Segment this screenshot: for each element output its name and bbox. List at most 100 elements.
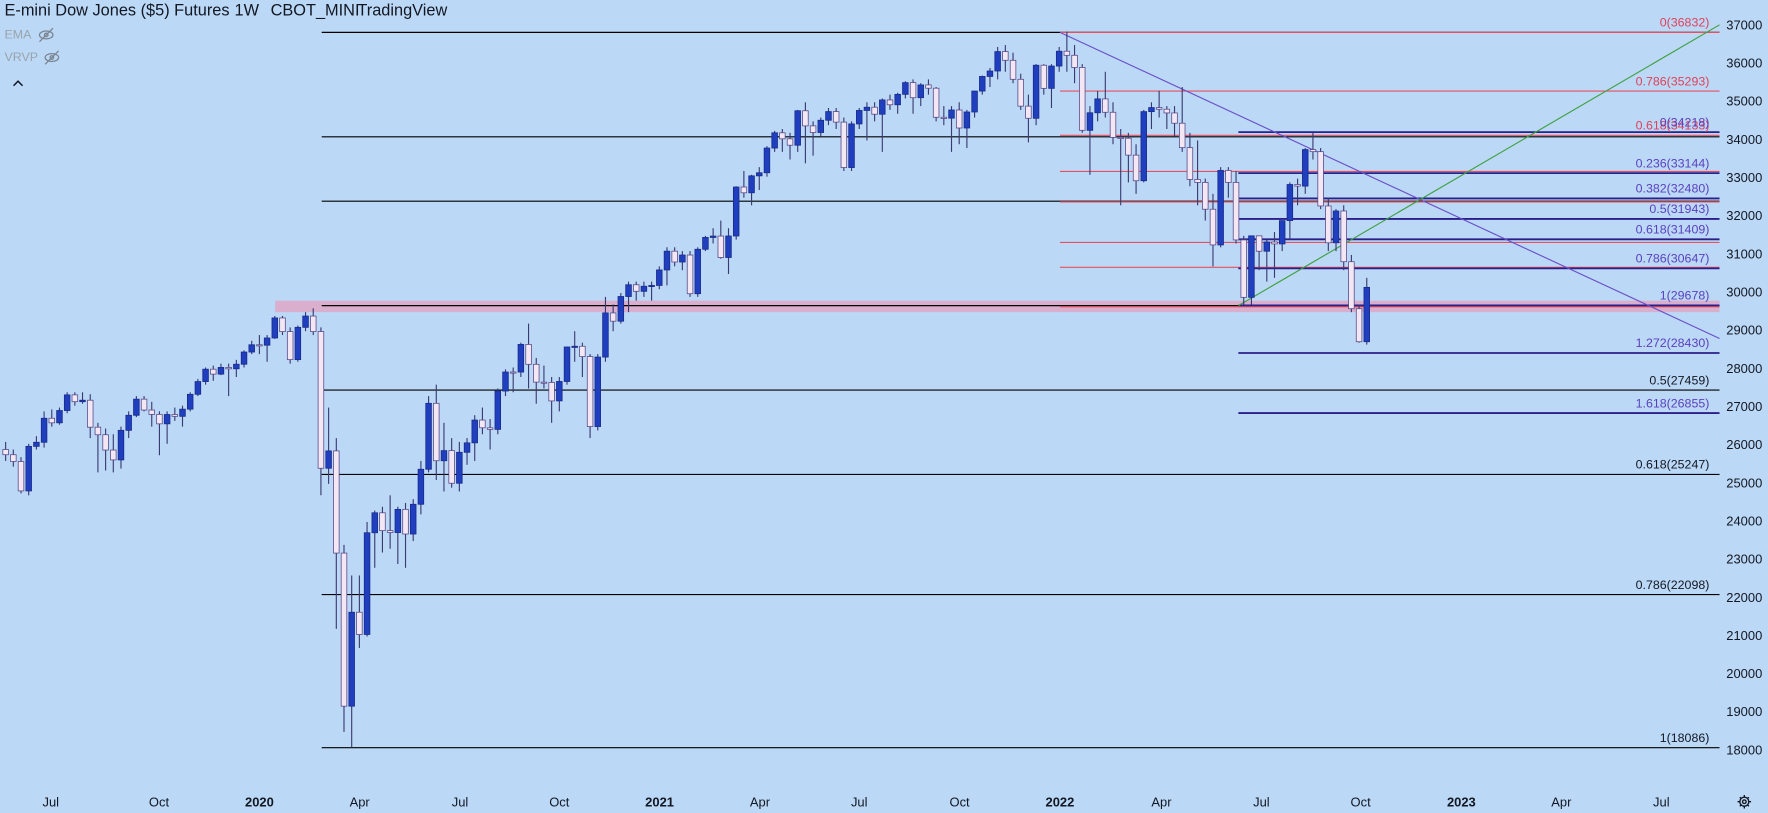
candle-body (740, 186, 748, 194)
indicator-label[interactable]: EMA (5, 27, 33, 41)
candle-body (586, 356, 594, 427)
candle-body (286, 331, 294, 361)
candle-body (1109, 111, 1117, 138)
candle-body (210, 368, 217, 375)
candle-body (1025, 105, 1032, 119)
candle-body (279, 317, 286, 333)
indicator-label[interactable]: VRVP (5, 50, 39, 64)
candle-body (317, 331, 325, 469)
candle-body (2, 449, 9, 456)
candle-body (348, 611, 355, 707)
candle-body (1002, 51, 1009, 61)
candle-body (602, 312, 609, 358)
candle-body (371, 512, 378, 534)
candle-body (986, 70, 994, 77)
candle-body (802, 110, 809, 127)
candle-body (479, 419, 486, 429)
candle-body (1309, 149, 1317, 153)
fib-level-label: 0.382(32480) (1636, 182, 1710, 196)
x-tick-label: Oct (149, 794, 170, 809)
trend-line (1059, 31, 1720, 339)
candle-body (1325, 205, 1332, 244)
candle-body (794, 110, 801, 146)
candle-body (394, 508, 402, 533)
candle-body (533, 363, 540, 383)
candle-body (917, 84, 924, 99)
candle-body (894, 93, 901, 106)
x-tick-label: Apr (1151, 794, 1172, 809)
candle-body (486, 427, 494, 430)
candle-body (1348, 261, 1355, 310)
candle-body (1248, 235, 1255, 298)
x-tick-label: 2023 (1447, 794, 1476, 809)
candle-body (433, 402, 440, 462)
candle-body (194, 381, 202, 395)
x-tick-label: 2022 (1046, 794, 1075, 809)
fib-level-label: 0.236(33144) (1636, 156, 1710, 170)
fib-level-label: 0.786(35293) (1636, 74, 1710, 88)
candle-body (879, 99, 886, 115)
candle-body (517, 344, 525, 373)
candle-body (1217, 170, 1224, 246)
x-tick-label: 2020 (245, 794, 274, 809)
candle-body (571, 345, 578, 348)
candle-body (594, 356, 601, 427)
candle-body (825, 111, 832, 121)
candle-body (133, 398, 140, 416)
candle-body (725, 235, 732, 258)
y-tick-label: 35000 (1726, 94, 1762, 109)
candle-body (217, 367, 225, 375)
candle-body (102, 434, 109, 451)
candle-body (417, 468, 425, 505)
candle-body (779, 132, 786, 140)
hide-icon[interactable] (38, 27, 54, 43)
candle-body (171, 414, 179, 417)
candle-body (1278, 220, 1286, 245)
candle-body (625, 284, 632, 297)
candle-body (1117, 137, 1124, 139)
candle-body (563, 346, 571, 382)
fib-level-label: 0.618(34133) (1636, 119, 1710, 133)
fib-level-label: 1.618(26855) (1636, 396, 1710, 410)
y-tick-label: 21000 (1726, 628, 1762, 643)
candle-body (471, 419, 478, 444)
candle-body (271, 317, 279, 339)
candle-body (1355, 308, 1363, 343)
candle-body (1286, 184, 1294, 222)
candle-body (763, 147, 771, 174)
candle-body (456, 451, 463, 484)
candle-body (17, 461, 25, 492)
candle-body (1340, 210, 1347, 263)
candle-body (633, 284, 640, 292)
candle-body (356, 611, 363, 635)
x-tick-label: Apr (750, 794, 771, 809)
candle-body (556, 381, 563, 402)
candle-body (1079, 67, 1086, 131)
candle-body (386, 530, 394, 533)
y-tick-label: 31000 (1726, 246, 1762, 261)
y-tick-label: 23000 (1726, 552, 1762, 567)
candle-body (256, 344, 263, 347)
candle-body (156, 414, 163, 425)
candle-body (79, 399, 86, 403)
hide-icon[interactable] (44, 50, 60, 65)
candle-body (679, 254, 686, 263)
candle-body (1163, 108, 1171, 114)
candle-body (1186, 147, 1194, 180)
collapse-button[interactable] (13, 80, 24, 87)
candle-body (732, 186, 740, 237)
fib-level-label: 0.618(31409) (1636, 223, 1710, 237)
candle-body (1140, 111, 1147, 182)
y-tick-label: 28000 (1726, 361, 1762, 376)
x-tick-label: Apr (1551, 794, 1572, 809)
interval[interactable]: 1W (235, 2, 260, 20)
fib-level-label: 0.618(25247) (1636, 458, 1710, 472)
candle-body (871, 106, 878, 115)
settings-button[interactable] (1737, 794, 1752, 809)
candle-body (548, 382, 555, 402)
candle-body (233, 363, 240, 370)
candle-body (63, 394, 71, 411)
y-tick-label: 18000 (1726, 742, 1762, 757)
y-tick-label: 34000 (1726, 132, 1762, 147)
candle-body (310, 315, 317, 332)
